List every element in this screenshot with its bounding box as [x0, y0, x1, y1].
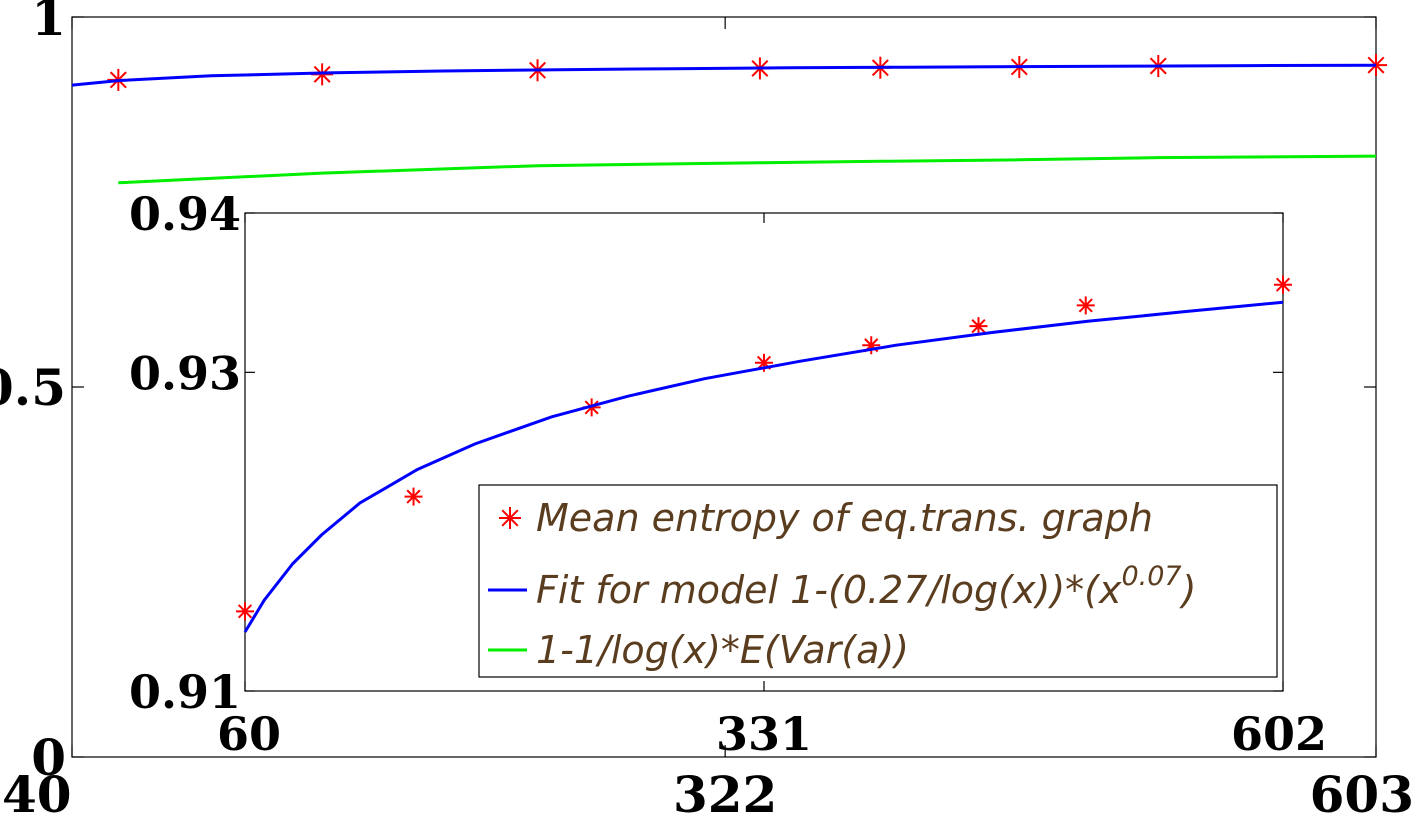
legend: Mean entropy of eq.trans. graph Fit for m…: [478, 484, 1278, 678]
inset-data-point: [404, 487, 423, 506]
main-x-tick-label: 603: [1310, 765, 1414, 814]
inset-series-line-1: [243, 300, 1284, 633]
legend-box: [478, 484, 1278, 678]
inset-data-point: [969, 317, 988, 336]
legend-label: Fit for model 1-(0.27/log(x))*(x0.07): [536, 561, 1196, 612]
inset-data-point: [1076, 296, 1095, 315]
inset-y-tick-label: 0.91: [129, 665, 241, 719]
legend-marker-asterisk: [499, 507, 521, 529]
inset-x-tick-label: 60: [217, 707, 281, 761]
main-y-tick-label: 1: [31, 0, 66, 47]
inset-y-tick-label: 0.93: [129, 346, 241, 400]
legend-label: 1-1/log(x)*E(Var(a)): [536, 628, 909, 672]
main-x-tick-label: 322: [673, 765, 777, 814]
inset-data-point: [236, 602, 254, 621]
main-series-line-2: [118, 154, 1377, 185]
main-y-tick-label: 0.5: [0, 358, 66, 417]
main-y-tick-label: 0: [31, 728, 66, 787]
inset-x-tick-label: 331: [716, 707, 812, 761]
inset-y-tick-label: 0.94: [129, 187, 241, 241]
main-x-tick-label: 40: [2, 765, 72, 814]
legend-label: Mean entropy of eq.trans. graph: [536, 496, 1153, 540]
inset-x-tick-label: 602: [1231, 707, 1327, 761]
inset-data-point: [1274, 275, 1292, 294]
main-series-line-1: [71, 63, 1377, 87]
